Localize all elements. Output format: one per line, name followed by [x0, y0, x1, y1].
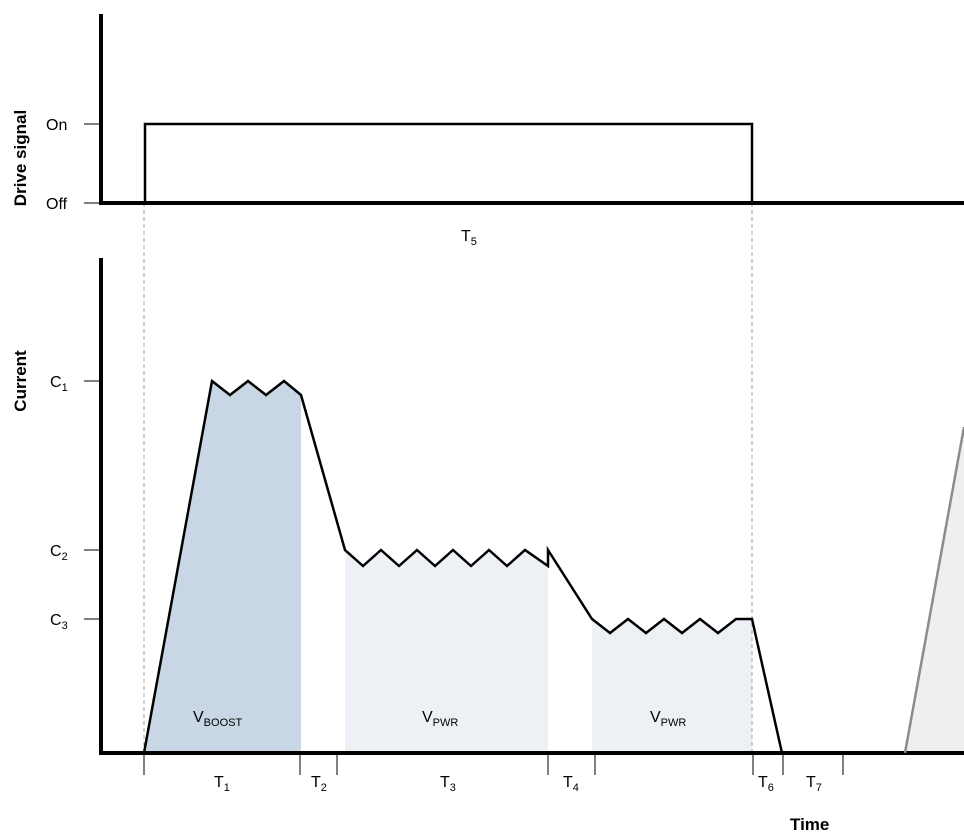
current-waveform [142, 378, 784, 754]
t7-label: T7 [806, 774, 822, 794]
drive-pulse [143, 122, 754, 203]
t2-label: T2 [311, 774, 327, 794]
boost-region [144, 381, 301, 753]
pwr-region-2 [592, 619, 752, 753]
t5-label: T5 [461, 228, 477, 248]
drive-signal-axis-label: Drive signal [11, 110, 30, 206]
t1-label: T1 [214, 774, 230, 794]
drive-on-label: On [46, 117, 67, 134]
t6-label: T6 [758, 774, 774, 794]
pwr-region-1 [345, 550, 548, 753]
t3-label: T3 [440, 774, 456, 794]
v-pwr-label-1: VPWR [422, 709, 458, 729]
c1-label: C1 [50, 374, 68, 394]
v-boost-label: VBOOST [193, 709, 242, 729]
time-axis-label: Time [790, 815, 829, 834]
t4-label: T4 [563, 774, 579, 794]
drive-off-label: Off [46, 196, 68, 213]
current-axis-label: Current [11, 350, 30, 412]
v-pwr-label-2: VPWR [650, 709, 686, 729]
c2-label: C2 [50, 543, 68, 563]
c3-label: C3 [50, 612, 68, 632]
phase-ticks [143, 755, 844, 775]
next-cycle-ramp [903, 426, 964, 754]
